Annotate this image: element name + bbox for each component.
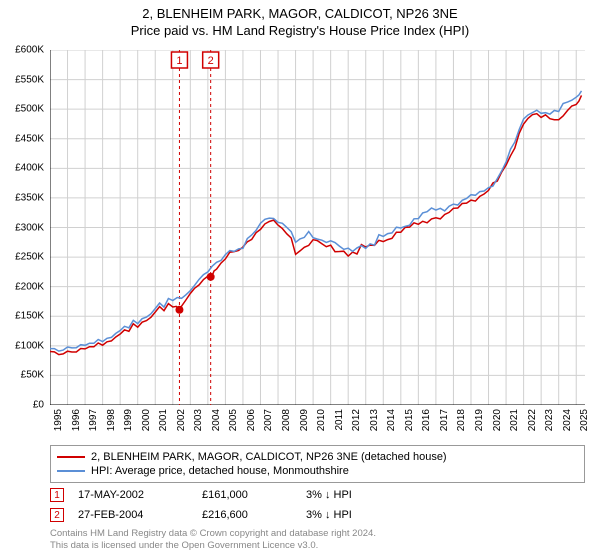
y-tick-label: £550K (15, 74, 44, 85)
x-tick-label: 2021 (509, 409, 520, 431)
sale-row: 2 27-FEB-2004 £216,600 3% ↓ HPI (50, 505, 585, 525)
x-tick-label: 2017 (439, 409, 450, 431)
chart-title: 2, BLENHEIM PARK, MAGOR, CALDICOT, NP26 … (0, 0, 600, 40)
sale-marker-icon: 1 (50, 488, 64, 502)
x-tick-label: 2008 (281, 409, 292, 431)
x-tick-label: 2001 (158, 409, 169, 431)
x-tick-label: 2012 (351, 409, 362, 431)
y-axis: £0£50K£100K£150K£200K£250K£300K£350K£400… (0, 50, 48, 405)
x-tick-label: 2022 (527, 409, 538, 431)
x-tick-label: 2018 (456, 409, 467, 431)
x-tick-label: 2014 (386, 409, 397, 431)
x-tick-label: 2003 (193, 409, 204, 431)
sale-price: £161,000 (202, 489, 292, 501)
x-tick-label: 1999 (123, 409, 134, 431)
x-tick-label: 1997 (88, 409, 99, 431)
y-tick-label: £500K (15, 104, 44, 115)
x-tick-label: 1998 (106, 409, 117, 431)
x-tick-label: 2009 (299, 409, 310, 431)
y-tick-label: £100K (15, 340, 44, 351)
x-tick-label: 2004 (211, 409, 222, 431)
svg-text:2: 2 (208, 55, 214, 67)
sale-marker-icon: 2 (50, 508, 64, 522)
y-tick-label: £600K (15, 45, 44, 56)
x-tick-label: 1995 (53, 409, 64, 431)
title-line-2: Price paid vs. HM Land Registry's House … (0, 23, 600, 40)
svg-text:1: 1 (176, 55, 182, 67)
sale-price: £216,600 (202, 509, 292, 521)
legend-item: 2, BLENHEIM PARK, MAGOR, CALDICOT, NP26 … (57, 450, 578, 464)
x-tick-label: 2007 (263, 409, 274, 431)
y-tick-label: £150K (15, 311, 44, 322)
footer-attribution: Contains HM Land Registry data © Crown c… (50, 528, 585, 552)
x-tick-label: 2005 (228, 409, 239, 431)
sale-date: 27-FEB-2004 (78, 509, 188, 521)
legend-item: HPI: Average price, detached house, Monm… (57, 464, 578, 478)
x-axis: 1995 1996 1997 1998 1999 2000 2001 2002 2003 2004… (50, 405, 585, 445)
x-tick-label: 2020 (492, 409, 503, 431)
y-tick-label: £250K (15, 252, 44, 263)
footer-line-2: This data is licensed under the Open Gov… (50, 540, 585, 552)
plot-area: 12 (50, 50, 585, 405)
x-tick-label: 2000 (141, 409, 152, 431)
chart-container: 2, BLENHEIM PARK, MAGOR, CALDICOT, NP26 … (0, 0, 600, 560)
x-tick-label: 2010 (316, 409, 327, 431)
y-tick-label: £200K (15, 281, 44, 292)
x-tick-label: 1996 (71, 409, 82, 431)
y-tick-label: £450K (15, 133, 44, 144)
x-tick-label: 2016 (421, 409, 432, 431)
x-tick-label: 2025 (579, 409, 590, 431)
y-tick-label: £350K (15, 192, 44, 203)
legend: 2, BLENHEIM PARK, MAGOR, CALDICOT, NP26 … (50, 445, 585, 483)
footer-line-1: Contains HM Land Registry data © Crown c… (50, 528, 585, 540)
sale-row: 1 17-MAY-2002 £161,000 3% ↓ HPI (50, 485, 585, 505)
plot-svg: 12 (50, 50, 585, 405)
y-tick-label: £0 (33, 400, 44, 411)
y-tick-label: £300K (15, 222, 44, 233)
x-tick-label: 2024 (562, 409, 573, 431)
x-tick-label: 2015 (404, 409, 415, 431)
legend-swatch (57, 470, 85, 472)
title-line-1: 2, BLENHEIM PARK, MAGOR, CALDICOT, NP26 … (0, 6, 600, 23)
x-tick-label: 2002 (176, 409, 187, 431)
y-tick-label: £50K (21, 370, 44, 381)
y-tick-label: £400K (15, 163, 44, 174)
sale-diff: 3% ↓ HPI (306, 509, 396, 521)
x-tick-label: 2023 (544, 409, 555, 431)
sale-records: 1 17-MAY-2002 £161,000 3% ↓ HPI 2 27-FEB-2004… (50, 485, 585, 525)
x-tick-label: 2013 (369, 409, 380, 431)
legend-swatch (57, 456, 85, 458)
x-tick-label: 2019 (474, 409, 485, 431)
x-tick-label: 2006 (246, 409, 257, 431)
sale-date: 17-MAY-2002 (78, 489, 188, 501)
sale-diff: 3% ↓ HPI (306, 489, 396, 501)
legend-label: HPI: Average price, detached house, Monm… (91, 465, 349, 477)
legend-label: 2, BLENHEIM PARK, MAGOR, CALDICOT, NP26 … (91, 451, 447, 463)
x-tick-label: 2011 (334, 409, 345, 431)
